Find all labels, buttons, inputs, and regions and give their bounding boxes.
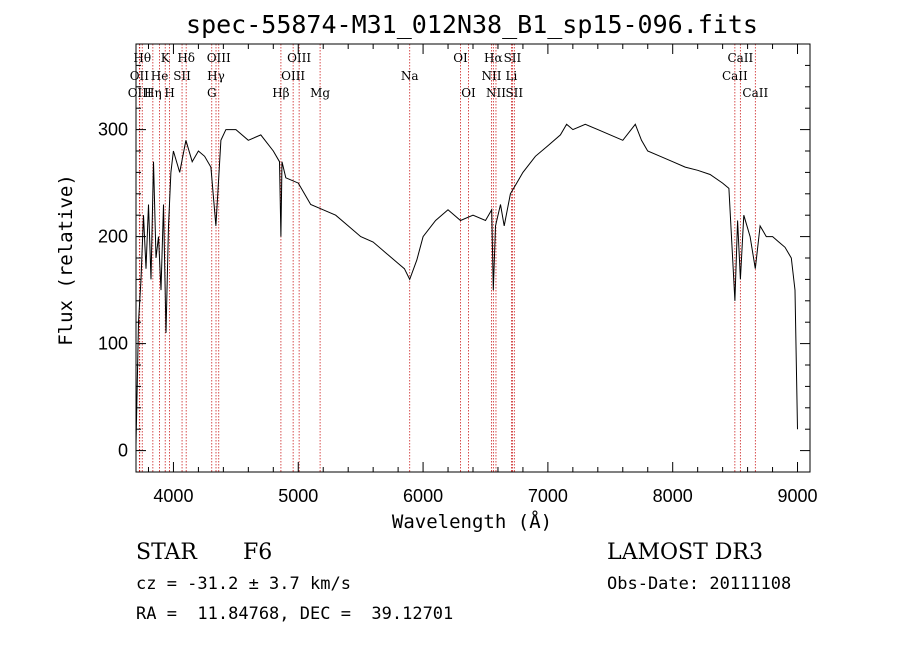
marker-label-17: OI [453, 51, 468, 65]
y-axis-label: Flux (relative) [55, 174, 77, 346]
marker-label-14: OIII [287, 51, 311, 65]
y-tick-label-3: 300 [98, 120, 128, 140]
y-tick-label-1: 100 [98, 334, 128, 354]
marker-label-22: SII [504, 51, 522, 65]
marker-label-25: CaII [727, 51, 753, 65]
chart-title: spec-55874-M31_012N38_B1_sp15-096.fits [186, 10, 758, 39]
x-axis-label: Wavelength (Å) [392, 510, 552, 533]
marker-label-7: SII [173, 69, 191, 83]
marker-label-11: G [207, 86, 217, 100]
marker-label-13: OIII [281, 69, 305, 83]
marker-label-26: CaII [722, 69, 748, 83]
marker-label-1: OII [130, 69, 150, 83]
x-tick-label-2: 6000 [403, 486, 443, 506]
x-axis-ticks: 4000 5000 6000 7000 8000 9000 [147, 44, 818, 506]
spectral-subclass: F6 [243, 540, 273, 565]
marker-label-18: OI [461, 86, 476, 100]
y-tick-label-2: 200 [98, 227, 128, 247]
marker-label-15: Mg [310, 86, 330, 100]
marker-label-3: Hη [144, 86, 162, 100]
marker-label-5: K [161, 51, 171, 65]
marker-label-12: Hβ [272, 86, 289, 100]
y-axis-ticks: 0 100 200 300 [98, 43, 810, 473]
marker-label-2: OIII [128, 86, 152, 100]
marker-label-23: Li [506, 69, 518, 83]
marker-label-0: Hθ [133, 51, 151, 65]
marker-label-24: SII [505, 86, 523, 100]
marker-label-20: NII [481, 69, 501, 83]
ra-dec-coordinates: RA = 11.84768, DEC = 39.12701 [136, 604, 454, 624]
marker-label-19: Hα [484, 51, 503, 65]
marker-label-27: CaII [742, 86, 768, 100]
spectrum-line [135, 123, 798, 446]
x-tick-label-3: 7000 [528, 486, 568, 506]
marker-label-6: H [164, 86, 174, 100]
marker-label-21: NII [486, 86, 506, 100]
marker-label-9: OIII [207, 51, 231, 65]
object-class: STAR [136, 540, 197, 565]
survey-name: LAMOST DR3 [607, 540, 763, 565]
x-tick-label-4: 8000 [653, 486, 693, 506]
y-tick-label-0: 0 [118, 441, 128, 461]
marker-label-4: He [151, 69, 169, 83]
marker-label-10: Hγ [207, 69, 225, 83]
x-tick-label-0: 4000 [153, 486, 193, 506]
emission-line-markers [138, 44, 756, 472]
marker-label-8: Hδ [177, 51, 195, 65]
redshift-cz: cz = -31.2 ± 3.7 km/s [136, 574, 351, 594]
x-tick-label-5: 9000 [777, 486, 817, 506]
marker-label-16: Na [401, 69, 419, 83]
x-tick-label-1: 5000 [278, 486, 318, 506]
plot-frame [135, 43, 811, 473]
observation-date: Obs-Date: 20111108 [607, 574, 792, 594]
